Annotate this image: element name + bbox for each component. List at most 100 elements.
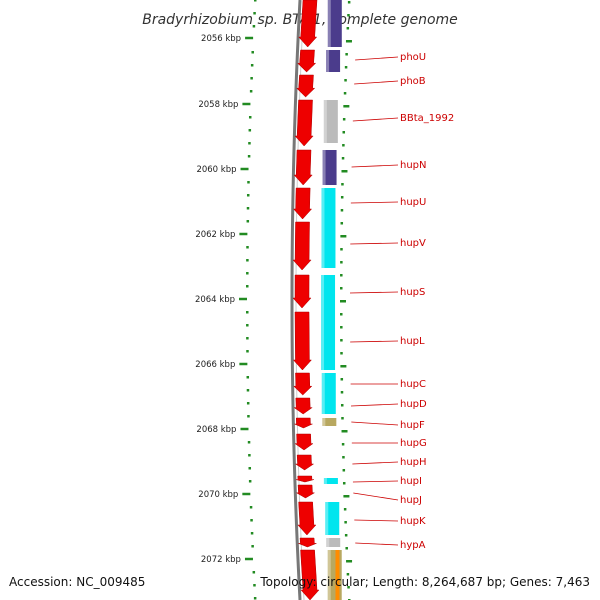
gene-label-hupg: hupG [400,438,427,449]
minor-tick [248,467,252,470]
gene-leader-line [350,201,399,204]
right-minor-tick [344,66,348,69]
tick-label: 2058 kbp [198,100,238,110]
right-minor-tick [340,391,344,394]
cog-block [323,478,338,484]
tick-label: 2064 kbp [195,295,235,305]
minor-tick [248,129,252,132]
right-minor-tick [340,352,343,355]
gene-label-hupu: hupU [400,197,426,208]
minor-tick [253,584,256,587]
minor-tick [246,311,249,314]
minor-tick [254,0,257,2]
cog-block-highlight [327,0,331,47]
cds-arrow [293,397,313,415]
cds-arrow [293,372,313,396]
right-major-tick [340,300,347,303]
minor-tick [250,519,253,522]
minor-tick [246,350,249,353]
cds-arrow [298,537,317,548]
cds-arrow [293,149,313,186]
right-major-tick [340,235,347,238]
cog-block-highlight [323,100,327,143]
right-minor-tick [341,157,345,160]
gene-label-huph: hupH [400,457,427,468]
gene-label-hupj: hupJ [400,495,422,506]
gene-leader-line [354,80,399,85]
gene-leader-line [351,164,399,168]
tick-label: 2072 kbp [201,555,241,565]
gene-leader-line [355,542,399,546]
minor-tick [251,545,254,548]
gene-leader-line [350,403,399,407]
cds-arrow [300,549,320,600]
genome-summary: Topology: circular; Length: 8,264,687 bp… [259,575,590,589]
right-minor-tick [341,183,344,186]
right-minor-tick [342,482,346,485]
gene-leader-line [355,56,399,61]
scale-ticks: 2056 kbp 2058 kbp 2060 kbp 2062 kbp 2064 kbp… [195,0,353,600]
cog-block-highlight [326,50,330,72]
cog-block-highlight [322,418,326,426]
minor-tick [246,220,250,223]
gene-leader-line [352,461,399,465]
minor-tick [246,285,249,288]
cog-block-orange [335,550,340,600]
right-minor-tick [342,144,345,147]
gene-label-phob: phoB [400,76,426,87]
cds-arrow [297,49,317,73]
cog-track [321,0,342,600]
cog-block-highlight [321,188,325,268]
cds-arrow [292,311,312,371]
right-major-tick [343,105,350,108]
right-minor-tick [347,586,350,589]
right-minor-tick [343,92,347,95]
gene-label-hups: hupS [400,287,425,298]
tick-label: 2066 kbp [195,360,235,370]
minor-tick [248,142,251,145]
right-minor-tick [340,222,344,225]
right-minor-tick [341,417,344,420]
cds-arrow [295,475,315,483]
cog-block [323,100,338,143]
cds-arrow [297,501,317,536]
minor-tick [246,259,249,262]
right-minor-tick [340,326,343,329]
right-minor-tick [347,1,351,4]
cds-arrow [294,454,315,471]
cog-block-highlight [321,275,325,370]
cds-arrow [298,0,318,48]
minor-tick [246,389,250,392]
gene-label-bbta_1992: BBta_1992 [400,113,454,124]
cds-arrow [294,417,313,429]
right-minor-tick [343,508,347,511]
minor-tick [248,480,252,483]
cog-block [322,418,337,426]
minor-tick [247,155,251,158]
minor-tick [247,441,251,444]
right-minor-tick [345,53,348,56]
right-minor-tick [342,469,346,472]
right-minor-tick [341,443,345,446]
gene-leader-line [349,291,399,294]
cds-arrow [292,221,312,271]
minor-tick [250,64,254,67]
right-minor-tick [342,456,345,459]
cds-arrow [293,187,313,220]
minor-tick [246,324,249,327]
cog-block-highlight [325,502,329,535]
cog-block-highlight [327,550,331,600]
right-minor-tick [346,573,350,576]
gene-leader-line [350,242,399,245]
cog-block-highlight [323,478,327,484]
backbone-line [290,0,302,600]
minor-tick [252,571,256,574]
gene-labels: phoU phoB BBta_1992 hupN hupU hupV hupS hupL hup… [349,52,454,551]
cog-block [326,538,341,547]
right-minor-tick [340,287,343,290]
gene-label-hupv: hupV [400,238,426,249]
gene-label-hypa: hypA [400,540,426,551]
tick-label: 2060 kbp [196,165,236,175]
accession-label: Accession: NC_009485 [9,575,145,589]
